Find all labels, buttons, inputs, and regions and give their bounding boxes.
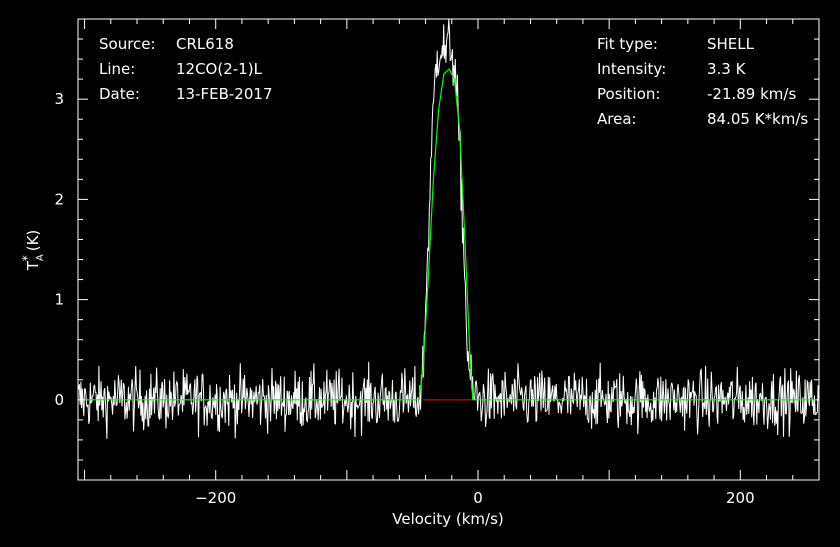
annotation-key: Line: bbox=[99, 60, 136, 78]
y-tick-label: 3 bbox=[54, 90, 64, 108]
y-tick-label: 2 bbox=[54, 190, 64, 208]
svg-text:TA*(K): TA*(K) bbox=[20, 230, 46, 272]
spectrum-line bbox=[77, 18, 820, 439]
y-tick-label: 0 bbox=[54, 391, 64, 409]
annotation-key: Area: bbox=[597, 110, 637, 128]
annotation-key: Intensity: bbox=[597, 60, 667, 78]
x-tick-label: 200 bbox=[726, 489, 755, 507]
annotation-value: 12CO(2-1)L bbox=[176, 60, 262, 78]
annotation-value: 84.05 K*km/s bbox=[707, 110, 809, 128]
annotation-value: CRL618 bbox=[176, 35, 234, 53]
x-axis-label: Velocity (km/s) bbox=[392, 510, 503, 528]
y-tick-label: 1 bbox=[54, 291, 64, 309]
annotation-key: Source: bbox=[99, 35, 156, 53]
annotation-value: -21.89 km/s bbox=[707, 85, 797, 103]
fit-curve bbox=[84, 68, 817, 401]
axis-ticks bbox=[78, 19, 819, 480]
annotation-value: 13-FEB-2017 bbox=[176, 85, 273, 103]
annotation-key: Date: bbox=[99, 85, 140, 103]
annotation-key: Fit type: bbox=[597, 35, 658, 53]
annotation-value: SHELL bbox=[707, 35, 754, 53]
x-tick-label: −200 bbox=[195, 489, 236, 507]
x-tick-label: 0 bbox=[473, 489, 483, 507]
y-axis-label: TA*(K) bbox=[20, 230, 46, 272]
annotation-value: 3.3 K bbox=[707, 60, 746, 78]
tick-labels: −200 0 200 0 1 2 3 bbox=[54, 90, 754, 507]
annotation-key: Position: bbox=[597, 85, 661, 103]
